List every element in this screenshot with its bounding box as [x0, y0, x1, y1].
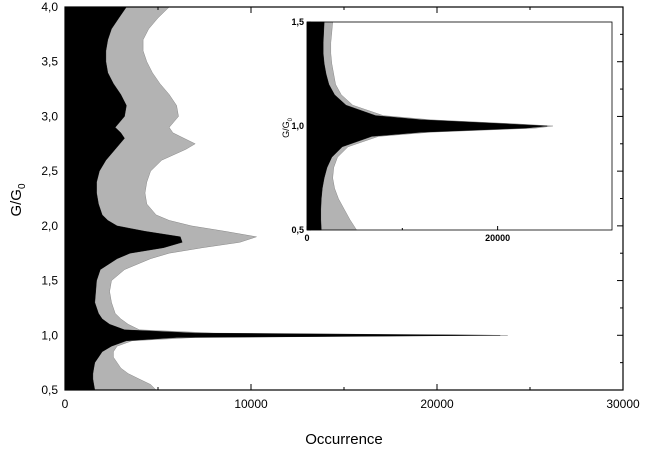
main-x-tick-label: 20000 [420, 397, 454, 411]
main-axes [64, 6, 624, 391]
y-axis-title: G/G0 [8, 183, 28, 217]
main-y-tick-label: 2,5 [41, 164, 58, 178]
main-y-tick-label: 0,5 [41, 383, 58, 397]
main-series-area-0 [64, 6, 508, 391]
main-y-tick-label: 1,0 [41, 328, 58, 342]
inset-y-axis-title-main: G/G [281, 121, 291, 138]
main-y-tick-label: 1,5 [41, 274, 58, 288]
inset-x-tick-label: 20000 [485, 233, 510, 243]
inset-y-tick-label: 0,5 [291, 225, 304, 235]
y-axis-title-subscript: 0 [17, 183, 28, 189]
main-axis-labels: 0 10000 20000 30000 0,5 1,0 1,5 2,0 2,5 3,0 3,5 4,0 [41, 0, 640, 411]
main-series-area-1 [64, 6, 501, 391]
main-y-tick-label: 2,0 [41, 219, 58, 233]
main-x-tick-label: 0 [62, 397, 69, 411]
inset-y-axis-title-subscript: 0 [288, 117, 294, 121]
main-y-tick-label: 4,0 [41, 0, 58, 14]
inset-axes [306, 21, 613, 231]
y-axis-title-main: G/G [8, 189, 25, 217]
x-axis-title: Occurrence [305, 431, 383, 448]
inset-y-tick-label: 1,0 [291, 121, 304, 131]
inset-axis-labels: 0 20000 0,5 1,0 1,5 [291, 17, 510, 243]
main-x-tick-label: 10000 [234, 397, 268, 411]
inset-series-group [306, 21, 553, 231]
inset-x-tick-label: 0 [304, 233, 309, 243]
main-y-tick-label: 3,0 [41, 109, 58, 123]
main-y-tick-label: 3,5 [41, 55, 58, 69]
main-x-tick-label: 30000 [606, 397, 640, 411]
main-series-group [64, 6, 508, 391]
inset-y-tick-label: 1,5 [291, 17, 304, 27]
inset-series-area-1 [306, 21, 548, 231]
inset-y-axis-title: G/G0 [281, 117, 294, 138]
